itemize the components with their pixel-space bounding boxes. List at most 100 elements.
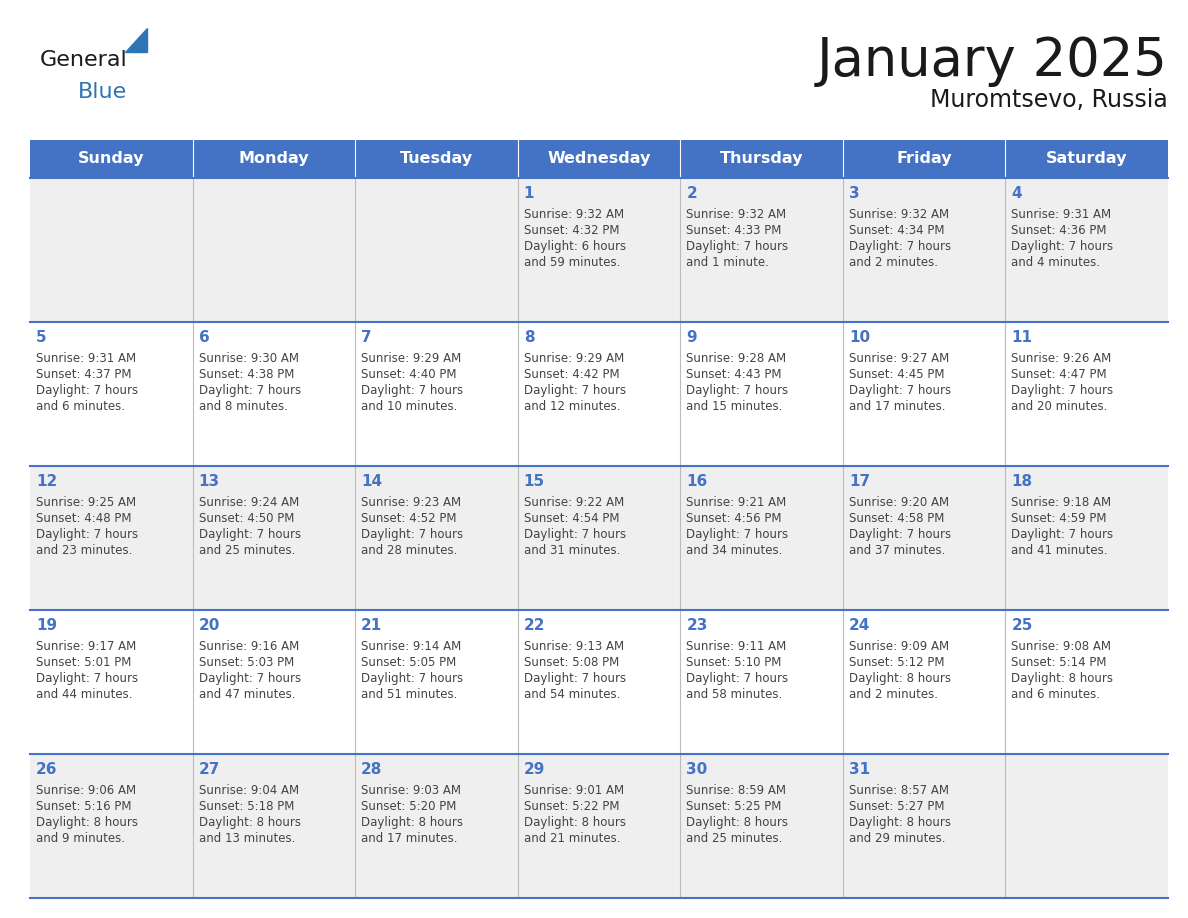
Text: Sunset: 4:54 PM: Sunset: 4:54 PM [524,512,619,525]
Text: Sunrise: 9:32 AM: Sunrise: 9:32 AM [524,208,624,221]
Text: and 58 minutes.: and 58 minutes. [687,688,783,701]
Text: Sunrise: 9:09 AM: Sunrise: 9:09 AM [849,640,949,653]
Text: Sunset: 5:20 PM: Sunset: 5:20 PM [361,800,456,813]
Text: 28: 28 [361,762,383,777]
Text: and 21 minutes.: and 21 minutes. [524,832,620,845]
Text: and 29 minutes.: and 29 minutes. [849,832,946,845]
Text: and 59 minutes.: and 59 minutes. [524,256,620,269]
Text: 2: 2 [687,186,697,201]
Text: Monday: Monday [239,151,309,166]
Text: Tuesday: Tuesday [400,151,473,166]
Bar [30,754,1168,898]
Text: Daylight: 7 hours: Daylight: 7 hours [687,528,789,541]
Text: Daylight: 7 hours: Daylight: 7 hours [198,672,301,685]
Text: Sunrise: 9:31 AM: Sunrise: 9:31 AM [36,352,137,365]
Text: Daylight: 7 hours: Daylight: 7 hours [849,528,950,541]
Text: Sunrise: 9:06 AM: Sunrise: 9:06 AM [36,784,137,797]
Text: 10: 10 [849,330,870,345]
Text: and 17 minutes.: and 17 minutes. [849,400,946,413]
Text: 13: 13 [198,474,220,489]
Text: and 2 minutes.: and 2 minutes. [849,256,937,269]
Bar [30,610,1168,754]
Text: 14: 14 [361,474,383,489]
Text: Sunset: 5:05 PM: Sunset: 5:05 PM [361,656,456,669]
Text: Daylight: 7 hours: Daylight: 7 hours [361,672,463,685]
Text: Daylight: 7 hours: Daylight: 7 hours [687,240,789,253]
Text: Sunrise: 9:11 AM: Sunrise: 9:11 AM [687,640,786,653]
Text: Daylight: 7 hours: Daylight: 7 hours [849,240,950,253]
Text: and 4 minutes.: and 4 minutes. [1011,256,1100,269]
Text: 26: 26 [36,762,57,777]
Text: Sunset: 5:16 PM: Sunset: 5:16 PM [36,800,132,813]
Text: Daylight: 7 hours: Daylight: 7 hours [524,672,626,685]
Text: Daylight: 7 hours: Daylight: 7 hours [687,384,789,397]
Text: 21: 21 [361,618,383,633]
Text: Sunset: 4:36 PM: Sunset: 4:36 PM [1011,224,1107,237]
Text: and 6 minutes.: and 6 minutes. [36,400,125,413]
Text: Sunrise: 9:20 AM: Sunrise: 9:20 AM [849,496,949,509]
Text: Muromtsevo, Russia: Muromtsevo, Russia [930,88,1168,112]
Text: Daylight: 7 hours: Daylight: 7 hours [1011,240,1113,253]
Text: Sunset: 4:45 PM: Sunset: 4:45 PM [849,368,944,381]
Text: and 25 minutes.: and 25 minutes. [687,832,783,845]
Text: Sunset: 4:33 PM: Sunset: 4:33 PM [687,224,782,237]
Text: Sunrise: 9:22 AM: Sunrise: 9:22 AM [524,496,624,509]
Text: Sunrise: 9:18 AM: Sunrise: 9:18 AM [1011,496,1112,509]
Text: 19: 19 [36,618,57,633]
Text: Daylight: 8 hours: Daylight: 8 hours [361,816,463,829]
Text: and 54 minutes.: and 54 minutes. [524,688,620,701]
Text: Daylight: 8 hours: Daylight: 8 hours [36,816,138,829]
Text: and 1 minute.: and 1 minute. [687,256,769,269]
Text: Daylight: 7 hours: Daylight: 7 hours [524,384,626,397]
Text: 4: 4 [1011,186,1022,201]
Text: 20: 20 [198,618,220,633]
Text: Daylight: 7 hours: Daylight: 7 hours [1011,384,1113,397]
Text: Sunset: 5:12 PM: Sunset: 5:12 PM [849,656,944,669]
Text: Sunrise: 9:13 AM: Sunrise: 9:13 AM [524,640,624,653]
Text: 24: 24 [849,618,871,633]
Text: Daylight: 7 hours: Daylight: 7 hours [849,384,950,397]
Text: Daylight: 7 hours: Daylight: 7 hours [36,384,138,397]
Text: Daylight: 8 hours: Daylight: 8 hours [849,816,950,829]
Text: Sunset: 5:18 PM: Sunset: 5:18 PM [198,800,293,813]
Text: and 13 minutes.: and 13 minutes. [198,832,295,845]
Bar [30,322,1168,466]
Text: Daylight: 7 hours: Daylight: 7 hours [687,672,789,685]
Text: Sunrise: 9:27 AM: Sunrise: 9:27 AM [849,352,949,365]
Text: Daylight: 8 hours: Daylight: 8 hours [687,816,789,829]
Text: and 44 minutes.: and 44 minutes. [36,688,133,701]
Text: Sunrise: 9:26 AM: Sunrise: 9:26 AM [1011,352,1112,365]
Text: Daylight: 7 hours: Daylight: 7 hours [36,672,138,685]
Text: Daylight: 7 hours: Daylight: 7 hours [361,528,463,541]
Text: and 37 minutes.: and 37 minutes. [849,544,946,557]
Text: Sunrise: 8:59 AM: Sunrise: 8:59 AM [687,784,786,797]
Text: 7: 7 [361,330,372,345]
Text: Sunrise: 9:01 AM: Sunrise: 9:01 AM [524,784,624,797]
Text: Sunset: 5:22 PM: Sunset: 5:22 PM [524,800,619,813]
Text: Daylight: 8 hours: Daylight: 8 hours [1011,672,1113,685]
Text: Blue: Blue [78,82,127,102]
Text: Sunset: 4:56 PM: Sunset: 4:56 PM [687,512,782,525]
Text: 29: 29 [524,762,545,777]
Text: 12: 12 [36,474,57,489]
Text: Sunset: 4:37 PM: Sunset: 4:37 PM [36,368,132,381]
Text: 5: 5 [36,330,46,345]
Text: Sunset: 5:03 PM: Sunset: 5:03 PM [198,656,293,669]
Text: Sunrise: 9:32 AM: Sunrise: 9:32 AM [849,208,949,221]
Text: Sunrise: 9:32 AM: Sunrise: 9:32 AM [687,208,786,221]
Text: and 8 minutes.: and 8 minutes. [198,400,287,413]
Text: Sunrise: 9:17 AM: Sunrise: 9:17 AM [36,640,137,653]
Text: Sunset: 4:52 PM: Sunset: 4:52 PM [361,512,456,525]
Text: Sunset: 5:10 PM: Sunset: 5:10 PM [687,656,782,669]
Polygon shape [125,28,147,52]
Text: Sunset: 4:43 PM: Sunset: 4:43 PM [687,368,782,381]
Text: 9: 9 [687,330,697,345]
Text: 15: 15 [524,474,545,489]
Text: and 51 minutes.: and 51 minutes. [361,688,457,701]
Text: and 23 minutes.: and 23 minutes. [36,544,132,557]
Text: Sunrise: 9:29 AM: Sunrise: 9:29 AM [361,352,461,365]
Text: Sunset: 5:08 PM: Sunset: 5:08 PM [524,656,619,669]
Text: Daylight: 6 hours: Daylight: 6 hours [524,240,626,253]
Text: Sunrise: 9:03 AM: Sunrise: 9:03 AM [361,784,461,797]
Text: and 9 minutes.: and 9 minutes. [36,832,125,845]
